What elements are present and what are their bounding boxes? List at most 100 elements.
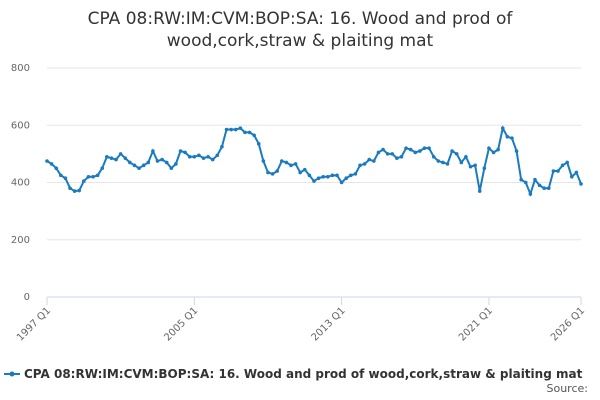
point: [344, 176, 349, 181]
point: [473, 163, 477, 168]
point: [224, 127, 229, 132]
point: [302, 167, 307, 172]
point: [436, 159, 441, 163]
point: [560, 163, 565, 168]
point: [514, 149, 519, 153]
point: [197, 153, 201, 158]
point: [316, 176, 321, 181]
point: [63, 176, 68, 181]
point: [100, 166, 105, 170]
point: [385, 152, 390, 156]
point: [390, 152, 395, 156]
point: [477, 189, 482, 193]
point: [358, 163, 362, 168]
point: [427, 146, 431, 150]
point: [201, 156, 206, 160]
x-tick-label: 2021 Q1: [457, 305, 495, 343]
point: [45, 159, 49, 163]
point: [82, 179, 86, 183]
point: [105, 154, 109, 159]
point: [335, 173, 339, 178]
point: [464, 154, 468, 159]
point: [413, 150, 418, 155]
point: [422, 146, 427, 150]
point: [95, 173, 100, 178]
point: [256, 142, 261, 146]
point: [59, 173, 63, 178]
point: [247, 130, 252, 135]
point: [307, 173, 312, 178]
point: [523, 180, 528, 185]
point: [128, 160, 132, 165]
point: [151, 149, 155, 153]
point: [519, 177, 523, 182]
legend-label: CPA 08:RW:IM:CVM:BOP:SA: 16. Wood and pr…: [24, 367, 583, 381]
point: [178, 149, 183, 153]
point: [546, 186, 551, 191]
point: [496, 147, 500, 152]
point: [72, 189, 77, 193]
point: [431, 154, 436, 159]
point: [266, 170, 270, 175]
point: [146, 160, 151, 165]
point: [220, 144, 224, 149]
point: [114, 157, 118, 162]
point: [459, 160, 464, 165]
point: [505, 134, 510, 139]
x-tick-label: 2005 Q1: [162, 305, 200, 343]
point: [298, 170, 302, 175]
point: [238, 126, 243, 130]
point: [284, 160, 289, 165]
chart-title: CPA 08:RW:IM:CVM:BOP:SA: 16. Wood and pr…: [88, 9, 514, 29]
point: [349, 173, 353, 178]
point: [528, 192, 533, 196]
point: [404, 146, 408, 150]
point: [408, 147, 413, 152]
point: [376, 150, 381, 155]
point: [68, 186, 72, 191]
point: [450, 149, 454, 153]
point: [270, 172, 275, 176]
point: [579, 182, 583, 186]
point: [542, 186, 546, 191]
point: [261, 159, 266, 163]
point: [187, 154, 192, 159]
point: [326, 174, 330, 179]
y-tick-label: 200: [11, 235, 30, 246]
point: [372, 159, 376, 163]
point: [137, 166, 141, 170]
point: [574, 170, 579, 175]
point: [556, 169, 560, 173]
point: [275, 169, 279, 173]
point: [215, 153, 220, 158]
point: [367, 157, 372, 162]
y-tick-label: 800: [11, 63, 30, 74]
point: [454, 152, 459, 156]
point: [279, 159, 284, 163]
point: [210, 157, 215, 162]
point: [77, 188, 82, 193]
point: [500, 126, 505, 130]
point: [155, 159, 160, 163]
point: [445, 162, 450, 166]
point: [141, 163, 146, 168]
point: [482, 166, 487, 170]
point: [381, 147, 385, 152]
series-line: [46, 125, 582, 197]
point: [132, 163, 137, 168]
point: [510, 136, 514, 140]
y-tick-label: 600: [11, 120, 30, 131]
point: [118, 152, 123, 156]
point: [174, 162, 178, 166]
x-tick-label: 2013 Q1: [310, 305, 348, 343]
y-tick-label: 0: [24, 292, 30, 303]
point: [312, 179, 316, 183]
point: [183, 150, 187, 155]
point: [533, 177, 537, 182]
point: [243, 130, 247, 135]
chart-title: wood,cork,straw & plaiting mat: [167, 31, 434, 51]
point: [551, 169, 556, 173]
point: [441, 160, 445, 165]
point: [54, 166, 59, 170]
